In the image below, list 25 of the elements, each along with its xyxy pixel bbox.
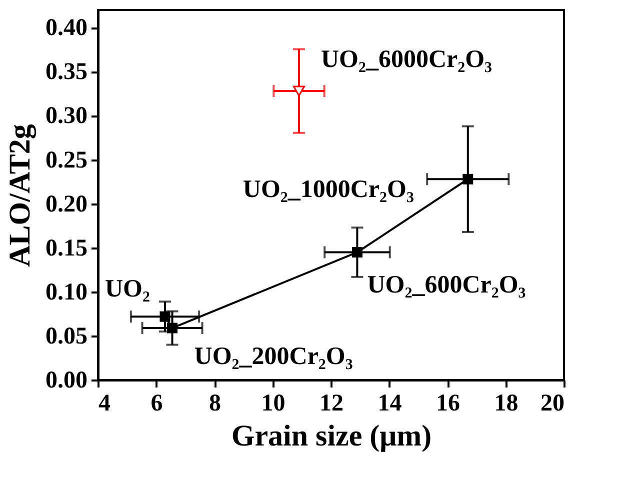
x-tick-label: 14: [378, 390, 402, 416]
x-axis-title: Grain size (μm): [231, 420, 432, 452]
y-tick-label: 0.35: [46, 59, 88, 86]
x-tick-label: 6: [150, 390, 163, 416]
x-tick-label: 12: [320, 390, 344, 416]
x-tick-label: 16: [436, 390, 460, 416]
annotation: UO₂_200Cr₂O₃: [194, 343, 353, 370]
y-tick-label: 0.30: [46, 103, 88, 130]
y-tick-label: 0.25: [46, 147, 88, 174]
x-tick-label: 18: [494, 390, 518, 416]
y-tick-label: 0.15: [46, 235, 88, 262]
x-tick-label: 8: [209, 390, 221, 416]
y-tick-label: 0.20: [46, 191, 88, 218]
y-axis-title: ALO/AT2g: [4, 124, 36, 267]
annotation: UO₂_600Cr₂O₃: [367, 271, 526, 298]
annotation: UO₂: [104, 276, 150, 303]
x-tick-label: 4: [98, 390, 110, 416]
y-tick-label: 0.10: [46, 279, 88, 306]
annotation: UO₂_1000Cr₂O₃: [242, 176, 414, 204]
y-tick-label: 0.05: [46, 323, 88, 350]
y-tick-label: 0.40: [46, 15, 88, 42]
x-tick-label: 10: [261, 390, 286, 416]
annotation: UO₂_6000Cr₂O₃: [320, 46, 492, 74]
x-tick-label: 20: [540, 390, 564, 416]
y-tick-label: 0.00: [46, 368, 88, 394]
